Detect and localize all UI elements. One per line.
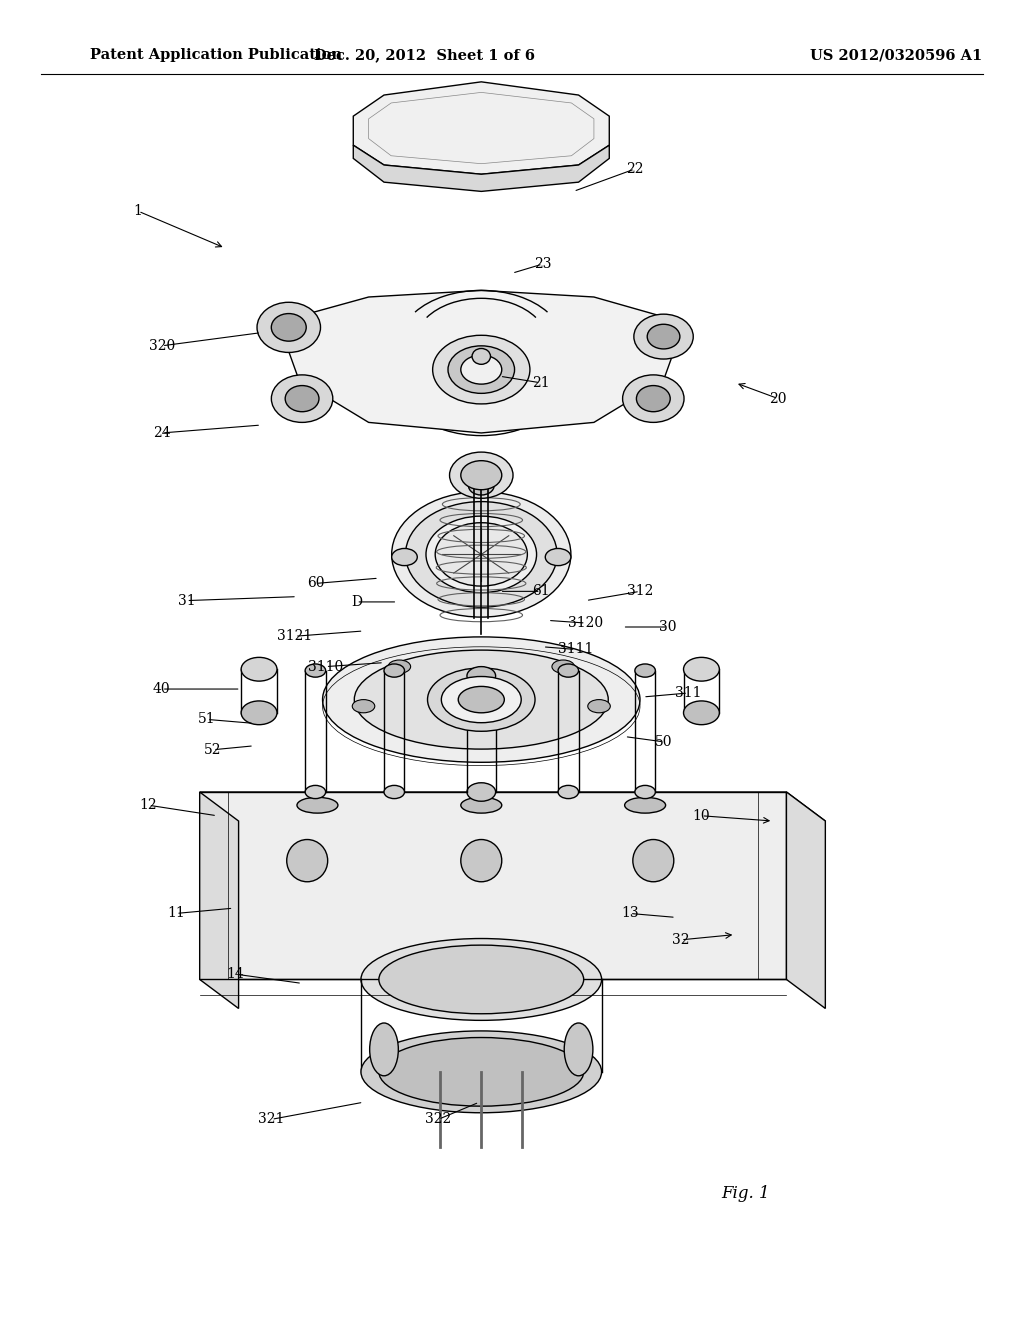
Text: 11: 11 [167,907,185,920]
Text: Patent Application Publication: Patent Application Publication [90,49,342,62]
Ellipse shape [546,549,571,566]
Ellipse shape [467,667,496,685]
Text: 30: 30 [658,620,677,634]
Ellipse shape [428,668,535,731]
Ellipse shape [634,314,693,359]
Ellipse shape [360,1031,601,1113]
Polygon shape [353,82,609,174]
Ellipse shape [426,516,537,593]
Text: 23: 23 [534,257,552,271]
Ellipse shape [323,636,640,763]
Text: 312: 312 [627,585,653,598]
Ellipse shape [637,385,670,412]
Text: 321: 321 [258,1113,285,1126]
Ellipse shape [406,502,557,607]
Text: Fig. 1: Fig. 1 [721,1185,770,1201]
Text: 311: 311 [675,686,701,700]
Ellipse shape [458,686,504,713]
Text: 24: 24 [153,426,171,440]
Ellipse shape [558,664,579,677]
Text: 1: 1 [134,205,142,218]
Ellipse shape [297,797,338,813]
Text: 12: 12 [139,799,158,812]
Ellipse shape [388,660,411,673]
Text: 52: 52 [204,743,222,756]
Ellipse shape [271,314,306,341]
Ellipse shape [391,492,571,618]
Text: 3121: 3121 [278,630,312,643]
Ellipse shape [623,375,684,422]
Text: 50: 50 [654,735,673,748]
Ellipse shape [384,664,404,677]
Ellipse shape [242,701,276,725]
Ellipse shape [305,785,326,799]
Text: 3110: 3110 [308,660,343,673]
Text: 320: 320 [148,339,175,352]
Ellipse shape [379,1038,584,1106]
Ellipse shape [472,348,490,364]
Ellipse shape [461,355,502,384]
Ellipse shape [588,700,610,713]
Ellipse shape [635,785,655,799]
Ellipse shape [391,549,418,566]
Text: 14: 14 [226,968,245,981]
Ellipse shape [552,660,574,673]
Ellipse shape [384,785,404,799]
Ellipse shape [625,797,666,813]
Text: 51: 51 [198,713,216,726]
Ellipse shape [257,302,321,352]
Text: Dec. 20, 2012  Sheet 1 of 6: Dec. 20, 2012 Sheet 1 of 6 [314,49,536,62]
Ellipse shape [450,453,513,499]
Ellipse shape [379,945,584,1014]
Polygon shape [353,145,609,191]
Text: D: D [351,595,361,609]
Polygon shape [786,792,825,1008]
Text: US 2012/0320596 A1: US 2012/0320596 A1 [810,49,982,62]
Text: 40: 40 [153,682,171,696]
Text: 10: 10 [692,809,711,822]
Text: 22: 22 [626,162,644,176]
Ellipse shape [461,840,502,882]
Ellipse shape [558,785,579,799]
Ellipse shape [449,346,514,393]
Ellipse shape [352,700,375,713]
Ellipse shape [468,477,494,495]
Text: 60: 60 [306,577,325,590]
Polygon shape [200,792,786,979]
Ellipse shape [287,840,328,882]
Ellipse shape [242,657,276,681]
Ellipse shape [564,1023,593,1076]
Ellipse shape [461,797,502,813]
Ellipse shape [635,664,655,677]
Polygon shape [200,792,825,821]
Text: 3111: 3111 [558,643,593,656]
Ellipse shape [633,840,674,882]
Polygon shape [287,290,676,433]
Text: 3120: 3120 [568,616,603,630]
Ellipse shape [441,676,521,723]
Text: 322: 322 [425,1113,452,1126]
Polygon shape [200,792,239,1008]
Text: 61: 61 [531,585,550,598]
Ellipse shape [461,461,502,490]
Ellipse shape [285,385,319,412]
Ellipse shape [467,783,496,801]
Ellipse shape [684,701,719,725]
Ellipse shape [647,325,680,348]
Text: 20: 20 [769,392,787,405]
Ellipse shape [271,375,333,422]
Text: 31: 31 [177,594,196,607]
Text: 32: 32 [672,933,690,946]
Ellipse shape [305,664,326,677]
Ellipse shape [354,651,608,750]
Ellipse shape [432,335,530,404]
Ellipse shape [370,1023,398,1076]
Ellipse shape [360,939,601,1020]
Text: 13: 13 [621,907,639,920]
Ellipse shape [435,523,527,586]
Text: 21: 21 [531,376,550,389]
Ellipse shape [684,657,719,681]
